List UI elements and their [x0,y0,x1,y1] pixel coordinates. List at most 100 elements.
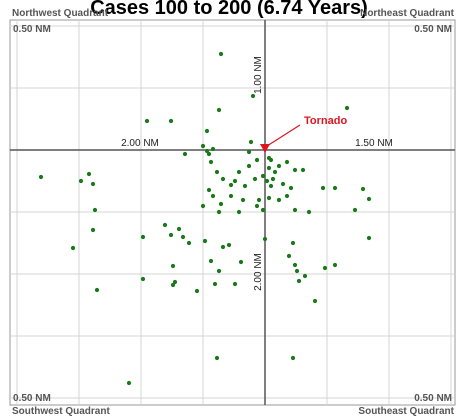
data-point [290,240,296,246]
quadrant-name: Northwest Quadrant [12,8,109,19]
data-point [332,185,338,191]
data-point [366,196,372,202]
data-point [200,203,206,209]
chart-title: Cases 100 to 200 (6.74 Years) [90,0,368,19]
data-point [266,155,272,161]
data-point [266,165,272,171]
data-point [210,193,216,199]
data-point [212,281,218,287]
data-point [232,281,238,287]
data-point [288,185,294,191]
data-point [254,157,260,163]
data-point [322,265,328,271]
data-point [162,222,168,228]
data-point [206,151,212,157]
data-point [236,169,242,175]
data-point [242,183,248,189]
data-point [240,197,246,203]
data-point [86,171,92,177]
data-point [280,181,286,187]
data-point [194,288,200,294]
data-point [170,282,176,288]
data-point [292,167,298,173]
data-point [302,273,308,279]
data-point [90,227,96,233]
data-point [218,201,224,207]
data-point [218,51,224,57]
data-point [306,209,312,215]
data-point [260,173,266,179]
data-point [270,176,276,182]
points [38,51,372,386]
data-point [90,181,96,187]
data-point [182,151,188,157]
data-point [170,263,176,269]
data-point [264,178,270,184]
data-point [216,209,222,215]
data-point [246,163,252,169]
data-point [250,93,256,99]
data-point [300,167,306,173]
quadrant-name: Northeast Quadrant [360,8,455,19]
data-point [126,380,132,386]
data-point [320,185,326,191]
data-point [206,187,212,193]
data-point [204,128,210,134]
data-point [286,253,292,259]
data-point [272,169,278,175]
data-point [220,244,226,250]
data-point [180,234,186,240]
marker-label: Tornado [304,115,347,127]
data-point [38,174,44,180]
data-point [214,355,220,361]
data-point [210,146,216,152]
marker-group: Tornado [260,115,347,153]
data-point [70,245,76,251]
data-point [366,235,372,241]
data-point [176,226,182,232]
data-point [312,298,318,304]
data-point [140,234,146,240]
tornado-marker [260,144,270,153]
data-point [290,355,296,361]
data-point [268,183,274,189]
data-point [202,238,208,244]
data-point [228,182,234,188]
quadrant-range: 0.50 NM [13,393,51,404]
axis-distance-label: 2.00 NM [121,138,159,149]
axis-distance-label: 2.00 NM [253,253,264,291]
quadrant-range: 0.50 NM [414,24,452,35]
marker-pointer [266,124,301,147]
data-point [332,262,338,268]
data-point [284,159,290,165]
quadrant-name: Southeast Quadrant [358,406,454,417]
data-point [94,287,100,293]
data-point [284,193,290,199]
quadrant-range: 0.50 NM [414,393,452,404]
data-point [262,236,268,242]
data-point [238,259,244,265]
data-point [296,278,302,284]
data-point [208,258,214,264]
data-point [172,279,178,285]
data-point [236,209,242,215]
data-point [78,178,84,184]
data-point [292,207,298,213]
data-point [246,149,252,155]
data-point [214,169,220,175]
quadrant-name: Southwest Quadrant [12,406,110,417]
data-point [216,268,222,274]
data-point [344,105,350,111]
axis-distance-label: 1.00 NM [253,56,264,94]
data-point [204,148,210,154]
data-point [92,207,98,213]
data-point [216,107,222,113]
data-point [168,118,174,124]
data-point [186,240,192,246]
data-point [232,178,238,184]
data-point [266,195,272,201]
axes [10,20,455,405]
data-point [208,159,214,165]
